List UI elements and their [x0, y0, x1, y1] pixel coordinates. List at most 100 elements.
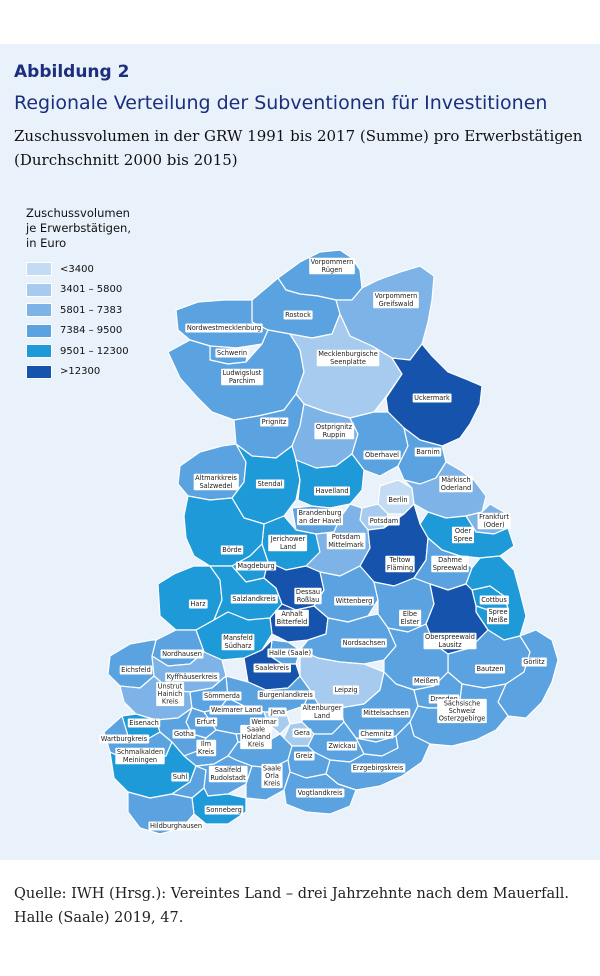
region-label-line: Sömmerda: [204, 692, 240, 700]
region-label-line: Erzgebirgskreis: [353, 764, 404, 772]
region-label-line: Nordsachsen: [343, 639, 386, 647]
region-label-line: (Oder): [483, 521, 504, 529]
region-label-line: Nordwestmecklenburg: [187, 324, 261, 332]
region-label-bg: [341, 638, 387, 648]
region-label-line: Fläming: [387, 564, 413, 572]
region-label-line: Orla: [265, 772, 279, 780]
region-label-bg: [249, 717, 279, 727]
label-havelland: Havelland: [313, 486, 351, 496]
label-chemnitz: Chemnitz: [358, 729, 394, 739]
region-label-line: Eisenach: [129, 719, 159, 727]
label-goerlitz: Görlitz: [521, 657, 547, 667]
region-label-line: Schweiz: [449, 707, 476, 715]
region-label-line: Oberspreewald: [425, 633, 475, 641]
region-label-bg: [361, 708, 411, 718]
region-label-line: Spree: [453, 535, 472, 543]
region-label-bg: [314, 422, 355, 440]
label-oberhavel: Oberhavel: [363, 450, 401, 460]
region-label-line: Jerichower: [270, 535, 306, 543]
label-nordsachsen: Nordsachsen: [341, 638, 387, 648]
region-label-line: Potsdam: [332, 533, 360, 541]
region-label-line: Weimarer Land: [211, 706, 261, 714]
region-label-line: Cottbus: [481, 596, 507, 604]
region-label-line: Görlitz: [523, 658, 545, 666]
region-label-bg: [215, 348, 249, 358]
region-label-line: Kreis: [248, 741, 265, 749]
region-label-line: Harz: [190, 600, 206, 608]
label-harz: Harz: [188, 599, 208, 609]
region-label-bg: [521, 657, 547, 667]
region-label-line: Bautzen: [476, 665, 503, 673]
region-label-bg: [267, 648, 313, 658]
region-label-bg: [292, 728, 312, 738]
region-label-line: Vorpommern: [311, 258, 354, 266]
region-label-line: Neiße: [488, 616, 507, 624]
region-label-bg: [293, 751, 315, 761]
region-label-line: Dessau: [296, 588, 320, 596]
legend-item: 7384 – 9500: [26, 321, 131, 342]
region-label-line: Teltow: [389, 556, 411, 564]
region-label-bg: [334, 596, 374, 606]
region-label-line: Leipzig: [334, 686, 357, 694]
region-label-bg: [313, 486, 351, 496]
region-label-bg: [316, 349, 380, 367]
region-label-line: Magdeburg: [237, 562, 274, 570]
region-label-bg: [399, 609, 422, 627]
region-label-bg: [127, 718, 161, 728]
label-rostock: Rostock: [283, 310, 313, 320]
region-label-bg: [99, 734, 150, 744]
region-label-line: Saalfeld: [215, 766, 242, 774]
region-label-line: Oder: [455, 527, 471, 535]
legend-item: >12300: [26, 362, 131, 383]
region-label-line: Brandenburg: [298, 509, 341, 517]
region-label-line: an der Havel: [299, 517, 341, 525]
region-label-bg: [235, 561, 277, 571]
region-label-bg: [115, 747, 165, 765]
region-label-bg: [373, 291, 419, 309]
region-label-line: Roßlau: [297, 596, 320, 604]
region-label-bg: [423, 632, 477, 650]
region-label-line: Mansfeld: [223, 634, 253, 642]
region-label-line: Wartburgkreis: [101, 735, 148, 743]
label-prignitz: Prignitz: [260, 417, 289, 427]
region-label-bg: [172, 729, 196, 739]
legend-swatch: [26, 364, 52, 379]
region-label-line: Suhl: [173, 773, 188, 781]
region-label-bg: [386, 495, 410, 505]
region-label-line: Wittenberg: [336, 597, 373, 605]
label-meissen: Meißen: [412, 676, 440, 686]
region-label-bg: [188, 599, 208, 609]
region-label-bg: [202, 691, 242, 701]
legend-swatch: [26, 323, 52, 338]
label-nordhausen: Nordhausen: [160, 649, 204, 659]
region-label-bg: [240, 724, 272, 750]
region-label-bg: [196, 739, 217, 757]
region-label-bg: [296, 508, 344, 526]
region-label-bg: [412, 676, 440, 686]
region-label-bg: [358, 729, 394, 739]
region-label-line: Seenplatte: [330, 358, 366, 366]
label-kyffhaeuserkreis: Kyffhäuserkreis: [165, 672, 220, 682]
region-label-bg: [209, 705, 263, 715]
label-eichsfeld: Eichsfeld: [119, 665, 153, 675]
label-nordwestmecklenburg: Nordwestmecklenburg: [185, 323, 263, 333]
region-label-bg: [148, 821, 204, 831]
region-label-line: Mittelmark: [328, 541, 364, 549]
legend-swatch: [26, 344, 52, 359]
label-berlin: Berlin: [386, 495, 410, 505]
label-vogtlandkreis: Vogtlandkreis: [296, 788, 345, 798]
region-label-line: Kyffhäuserkreis: [167, 673, 218, 681]
region-label-line: Rudolstadt: [210, 774, 246, 782]
label-gera: Gera: [292, 728, 312, 738]
region-label-line: Hildburghausen: [150, 822, 202, 830]
region-label-bg: [268, 707, 287, 717]
region-label-line: Havelland: [315, 487, 348, 495]
region-label-line: Zwickau: [328, 742, 355, 750]
region-label-bg: [275, 609, 309, 627]
